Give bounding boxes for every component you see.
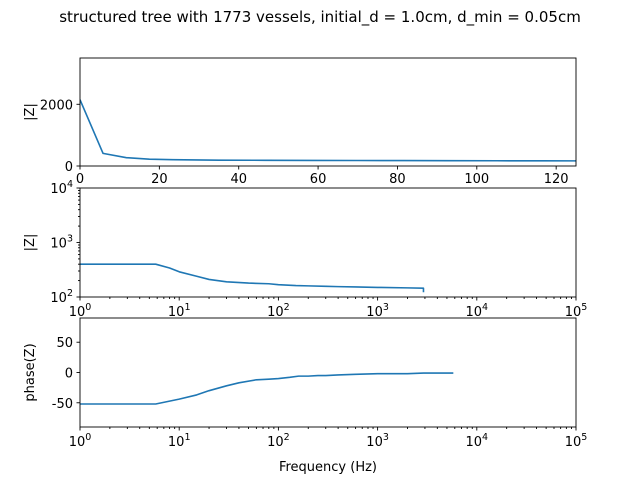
x-tick-label: 60 bbox=[310, 172, 327, 187]
x-tick-label: 102 bbox=[267, 302, 290, 320]
series-line bbox=[80, 99, 576, 162]
x-tick-label: 100 bbox=[69, 432, 92, 450]
y-tick-label: -50 bbox=[52, 397, 73, 412]
x-tick-label: 80 bbox=[389, 172, 406, 187]
y-tick-label: 103 bbox=[50, 234, 73, 252]
axes-frame bbox=[79, 317, 577, 428]
x-axis-label: Frequency (Hz) bbox=[279, 460, 377, 475]
y-axis-label: phase(Z) bbox=[23, 343, 38, 401]
y-tick-label: 50 bbox=[56, 336, 73, 351]
y-tick-label: 0 bbox=[65, 367, 73, 382]
y-tick-label: 104 bbox=[50, 179, 73, 197]
x-tick-label: 104 bbox=[466, 432, 489, 450]
x-tick-label: 20 bbox=[151, 172, 168, 187]
x-tick-label: 101 bbox=[168, 432, 191, 450]
x-tick-label: 105 bbox=[565, 432, 588, 450]
y-tick-label: 2000 bbox=[40, 98, 73, 113]
x-tick-label: 100 bbox=[69, 302, 92, 320]
x-tick-label: 0 bbox=[76, 172, 84, 187]
axes-frame bbox=[79, 187, 577, 298]
y-axis-label: |Z| bbox=[23, 234, 38, 252]
x-tick-label: 100 bbox=[464, 172, 489, 187]
chart-title: structured tree with 1773 vessels, initi… bbox=[59, 8, 581, 27]
x-tick-label: 104 bbox=[466, 302, 489, 320]
y-axis-label: |Z| bbox=[23, 103, 38, 121]
series-line bbox=[80, 372, 454, 405]
x-tick-label: 120 bbox=[544, 172, 569, 187]
x-tick-label: 105 bbox=[565, 302, 588, 320]
x-tick-label: 103 bbox=[366, 432, 389, 450]
x-tick-label: 101 bbox=[168, 302, 191, 320]
y-tick-label: 102 bbox=[50, 288, 73, 306]
series-line bbox=[80, 263, 425, 293]
y-tick-label: 0 bbox=[65, 160, 73, 175]
panel-3: 100 101 102 103 104 105 -50 0 50 phase(Z) Frequenc… bbox=[23, 317, 588, 475]
panel-2: 100 101 102 103 104 105 102 103 104 |Z| bbox=[23, 179, 587, 320]
x-tick-label: 102 bbox=[267, 432, 290, 450]
axes-frame bbox=[79, 57, 577, 167]
x-tick-label: 40 bbox=[230, 172, 247, 187]
panel-1: 0 20 40 60 80 100 120 0 2000|Z| bbox=[23, 57, 577, 187]
x-tick-label: 103 bbox=[366, 302, 389, 320]
